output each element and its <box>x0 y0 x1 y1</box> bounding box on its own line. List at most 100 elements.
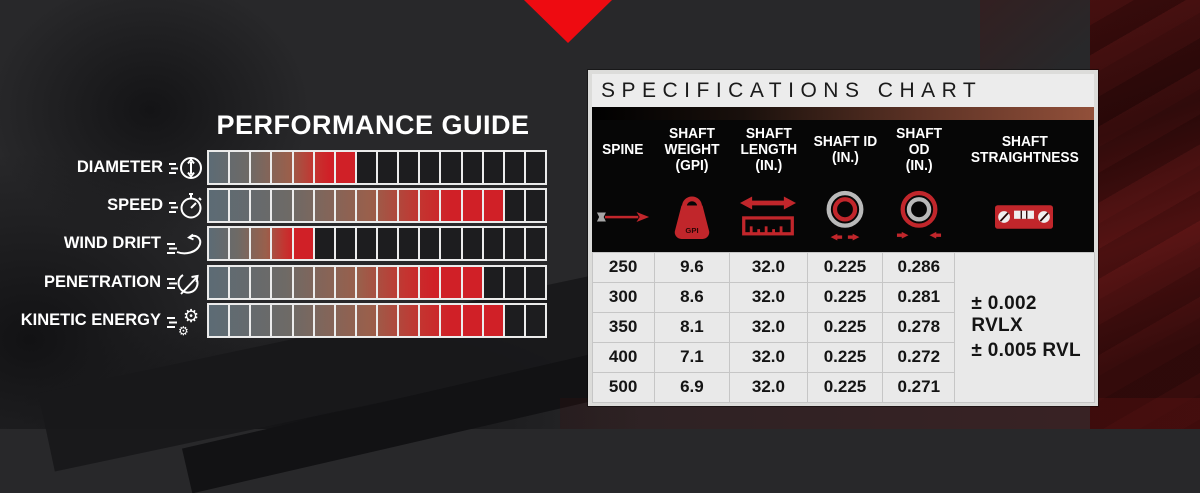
table-cell: 32.0 <box>729 251 808 283</box>
bar-segment <box>377 266 399 299</box>
bar-segment <box>461 304 483 337</box>
bar-segment <box>524 151 546 184</box>
bar-segment <box>355 304 377 337</box>
straightness-line: ± 0.005 RVL <box>971 339 1081 361</box>
bar-segment <box>271 227 293 260</box>
bar-segment <box>482 266 504 299</box>
straightness-line: ± 0.002 RVLX <box>971 292 1037 336</box>
bar-segment <box>313 304 335 337</box>
column-shaft-od: SHAFT OD (IN.) <box>883 120 955 252</box>
performance-bar-kinetic-energy <box>207 303 547 338</box>
table-cell: 32.0 <box>729 371 808 403</box>
speed-icon <box>169 190 203 222</box>
column-label: SHAFT STRAIGHTNESS <box>970 134 1079 166</box>
bar-segment <box>461 151 483 184</box>
bar-segment <box>250 266 272 299</box>
table-cell: 0.225 <box>806 281 884 313</box>
spec-column-headers: SPINE SHAFT WEIGHT (GPI) GPI SHAFT LENG <box>592 120 1094 252</box>
bar-segment <box>440 227 462 260</box>
bar-segment <box>355 189 377 222</box>
bar-segment <box>229 189 251 222</box>
bar-segment <box>377 189 399 222</box>
bar-segment <box>250 304 272 337</box>
table-cell: 400 <box>591 341 655 373</box>
bar-segment <box>334 227 356 260</box>
performance-guide-title: PERFORMANCE GUIDE <box>216 110 530 140</box>
bar-segment <box>461 227 483 260</box>
table-cell: 32.0 <box>729 311 808 343</box>
table-cell: 300 <box>591 281 655 313</box>
ruler-icon <box>740 182 797 252</box>
background-photo-red-tint <box>980 0 1120 80</box>
bar-cells <box>208 151 546 184</box>
bar-segment <box>250 227 272 260</box>
specifications-chart-title: SPECIFICATIONS CHART <box>592 74 1094 107</box>
bar-segment <box>524 189 546 222</box>
bar-fill <box>208 151 356 184</box>
bar-segment <box>419 227 441 260</box>
bar-segment <box>229 227 251 260</box>
bar-segment <box>419 304 441 337</box>
performance-bar-penetration <box>207 265 547 300</box>
table-cell: 0.225 <box>806 311 884 343</box>
table-cell: 6.9 <box>653 371 731 403</box>
weight-icon-label: GPI <box>685 226 698 235</box>
bar-cells <box>208 227 546 260</box>
performance-row-label: DIAMETER <box>76 158 163 176</box>
performance-bar-diameter <box>207 150 547 185</box>
column-label: SHAFT OD (IN.) <box>895 126 942 174</box>
bar-segment <box>419 266 441 299</box>
bar-segment <box>503 266 525 299</box>
table-cell: 8.6 <box>653 281 731 313</box>
kinetic-energy-icon: ⚙ ⚙ <box>167 305 203 337</box>
bar-segment <box>229 304 251 337</box>
bar-segment <box>482 304 504 337</box>
bar-segment <box>461 189 483 222</box>
bar-segment <box>208 189 230 222</box>
table-cell: 8.1 <box>653 311 731 343</box>
bar-cells <box>208 189 546 222</box>
bar-segment <box>271 266 293 299</box>
bar-segment <box>355 151 377 184</box>
bar-segment <box>398 151 420 184</box>
column-label: SHAFT ID (IN.) <box>813 134 877 166</box>
column-spine: SPINE <box>592 120 654 252</box>
table-cell: 0.272 <box>882 341 956 373</box>
table-cell: 32.0 <box>729 281 808 313</box>
table-cell: 0.278 <box>882 311 956 343</box>
bar-segment <box>440 151 462 184</box>
bar-segment <box>208 266 230 299</box>
svg-text:⚙: ⚙ <box>183 306 199 327</box>
performance-row-kinetic-energy: KINETIC ENERGY ⚙ ⚙ <box>0 303 547 338</box>
table-cell: 0.225 <box>806 251 884 283</box>
bar-segment <box>482 227 504 260</box>
bar-segment <box>271 304 293 337</box>
bar-segment <box>524 227 546 260</box>
table-cell: 0.271 <box>882 371 956 403</box>
bar-segment <box>313 266 335 299</box>
performance-bar-speed <box>207 188 547 223</box>
outer-diameter-icon <box>896 182 942 252</box>
bar-segment <box>440 189 462 222</box>
table-cell: 500 <box>591 371 655 403</box>
svg-text:⚙: ⚙ <box>178 324 189 337</box>
bar-segment <box>398 189 420 222</box>
specifications-chart-panel: SPECIFICATIONS CHART SPINE SHAFT WEIGHT … <box>588 70 1098 406</box>
weight-icon: GPI <box>671 182 713 252</box>
table-cell: 0.225 <box>806 341 884 373</box>
bar-segment <box>292 189 314 222</box>
column-label: SHAFT LENGTH (IN.) <box>740 126 797 174</box>
bar-segment <box>313 189 335 222</box>
bar-segment <box>208 304 230 337</box>
level-icon <box>995 182 1054 252</box>
penetration-icon <box>167 268 203 298</box>
straightness-cell: ± 0.002 RVLX ± 0.005 RVL <box>954 251 1095 403</box>
bar-segment <box>313 151 335 184</box>
bar-segment <box>377 151 399 184</box>
bar-segment <box>313 227 335 260</box>
column-label: SHAFT WEIGHT (GPI) <box>664 126 720 174</box>
performance-row-speed: SPEED <box>0 188 547 223</box>
bar-segment <box>503 304 525 337</box>
bar-fill <box>208 266 483 299</box>
performance-row-penetration: PENETRATION <box>0 265 547 300</box>
